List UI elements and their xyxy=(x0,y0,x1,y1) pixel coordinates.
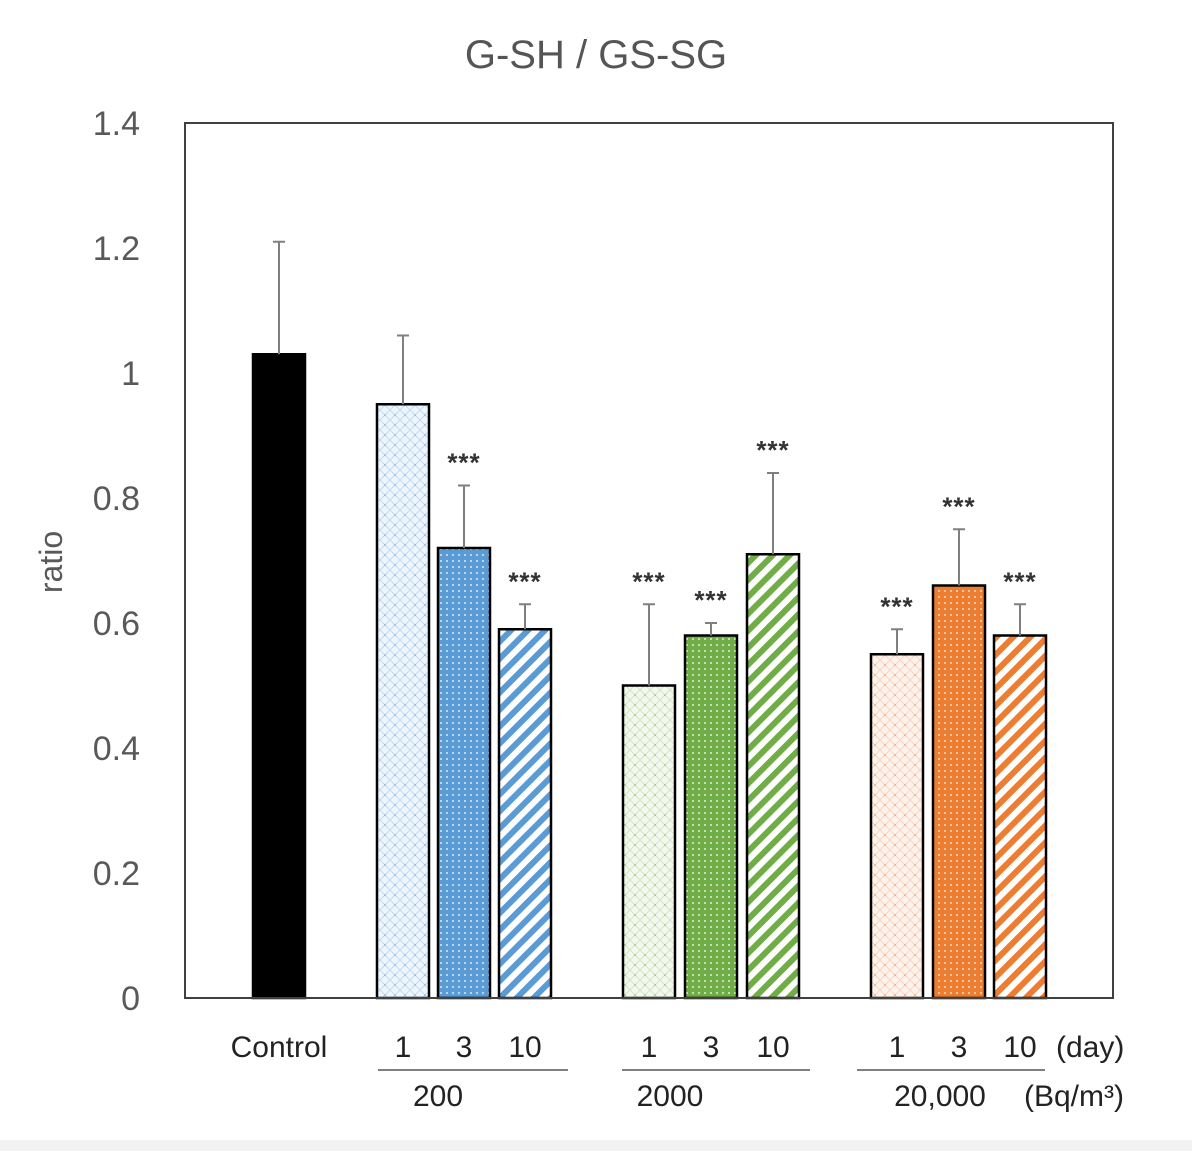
y-axis-ticks: 0 0.2 0.4 0.6 0.8 1 1.2 1.4 xyxy=(93,105,140,1018)
sig-2000-day3: *** xyxy=(694,585,727,615)
y-axis-label: ratio xyxy=(33,531,69,593)
y-tick-label: 0.8 xyxy=(93,480,140,518)
sig-200-day3: *** xyxy=(447,448,480,478)
y-tick-label: 0 xyxy=(121,980,140,1018)
x-label-control: Control xyxy=(231,1031,328,1064)
y-tick-label: 0.4 xyxy=(93,730,140,768)
sig-20000-day3: *** xyxy=(942,491,975,521)
group-label-2000: 2000 xyxy=(637,1080,704,1113)
error-bars xyxy=(273,240,1026,686)
sig-20000-day10: *** xyxy=(1003,566,1036,596)
x-label-20000-day1: 1 xyxy=(889,1031,906,1064)
chart-title: G-SH / GS-SG xyxy=(465,33,727,77)
error-bar-2000-day3 xyxy=(705,622,717,636)
sig-20000-day1: *** xyxy=(880,591,913,621)
bar-200-day1 xyxy=(375,403,431,1000)
bar-2000-day10 xyxy=(745,553,801,1000)
bar-20000-day3 xyxy=(931,584,987,1000)
y-tick-label: 1 xyxy=(121,355,140,393)
y-tick-label: 1.2 xyxy=(93,230,140,268)
day-unit-label: (day) xyxy=(1056,1031,1124,1064)
bar-20000-day1 xyxy=(869,653,925,1000)
error-bar-200-day3 xyxy=(458,484,470,548)
bar-200-day10 xyxy=(497,628,553,1000)
error-bar-20000-day1 xyxy=(891,628,903,655)
error-bar-2000-day10 xyxy=(767,472,779,555)
bar-2000-day3 xyxy=(683,634,739,1000)
bottom-strip xyxy=(0,1140,1192,1151)
group-label-20000: 20,000 xyxy=(894,1080,986,1113)
y-tick-label: 0.2 xyxy=(93,855,140,893)
x-label-20000-day3: 3 xyxy=(951,1031,968,1064)
bar-20000-day10 xyxy=(992,634,1048,1000)
sig-2000-day10: *** xyxy=(756,435,789,465)
dose-unit-label: (Bq/m³) xyxy=(1024,1080,1124,1113)
significance-marks: *** *** *** *** *** *** *** *** xyxy=(447,435,1036,621)
sig-2000-day1: *** xyxy=(632,566,665,596)
group-label-200: 200 xyxy=(413,1080,463,1113)
error-bar-2000-day1 xyxy=(643,603,655,686)
y-tick-label: 0.6 xyxy=(93,605,140,643)
plot-area-border xyxy=(184,122,1114,999)
x-label-20000-day10: 10 xyxy=(1003,1031,1036,1064)
error-bar-200-day1 xyxy=(397,334,409,405)
x-label-200-day3: 3 xyxy=(456,1031,473,1064)
error-bar-control xyxy=(273,240,285,355)
bar-2000-day1 xyxy=(621,684,677,1000)
sig-200-day10: *** xyxy=(508,566,541,596)
error-bar-20000-day10 xyxy=(1014,603,1026,636)
y-tick-label: 1.4 xyxy=(93,105,140,143)
bar-200-day3 xyxy=(436,546,492,1000)
x-label-200-day10: 10 xyxy=(508,1031,541,1064)
error-bar-200-day10 xyxy=(519,603,531,630)
x-label-2000-day1: 1 xyxy=(641,1031,658,1064)
x-axis-labels: Control 1 3 10 1 3 10 1 3 10 200 2000 20,000 xyxy=(231,1031,1045,1113)
x-label-200-day1: 1 xyxy=(395,1031,412,1064)
x-label-2000-day3: 3 xyxy=(703,1031,720,1064)
x-label-2000-day10: 10 xyxy=(756,1031,789,1064)
bar-control xyxy=(251,353,307,1000)
error-bar-20000-day3 xyxy=(953,528,965,586)
